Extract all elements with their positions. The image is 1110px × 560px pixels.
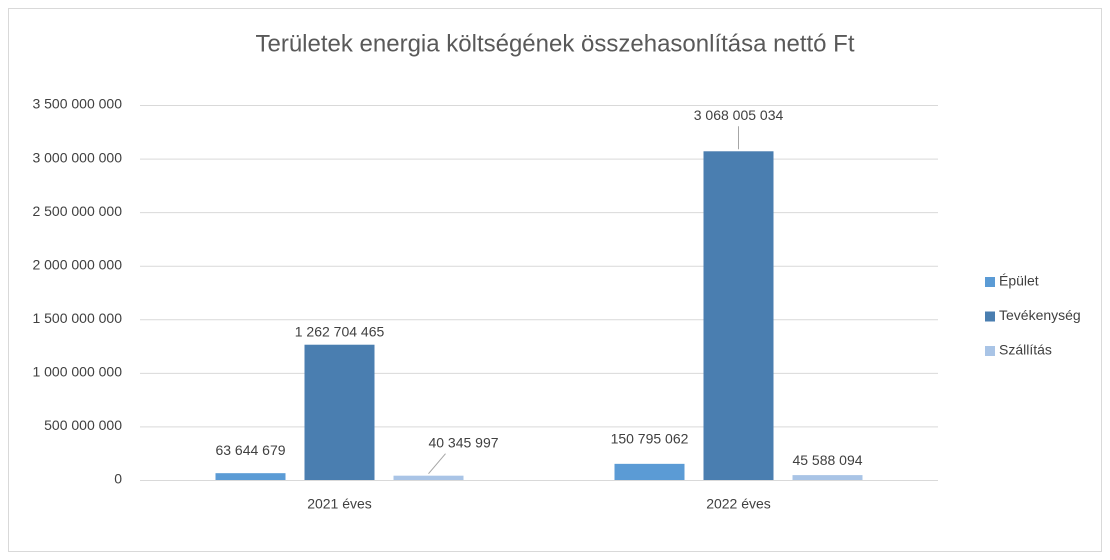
data-label: 1 262 704 465: [295, 323, 385, 339]
x-tick-label: 2022 éves: [706, 496, 771, 512]
y-tick-label: 3 500 000 000: [32, 96, 122, 112]
legend-swatch: [985, 346, 995, 356]
data-label: 40 345 997: [428, 434, 498, 450]
chart-title: Területek energia költségének összehason…: [255, 30, 854, 57]
data-label: 63 644 679: [215, 442, 285, 458]
bar: [304, 344, 375, 480]
bar: [792, 475, 863, 480]
y-tick-label: 2 500 000 000: [32, 203, 122, 219]
legend-label: Tevékenység: [999, 307, 1081, 323]
data-label: 3 068 005 034: [694, 107, 784, 123]
leader-line: [428, 453, 446, 475]
bar: [703, 151, 774, 481]
legend-swatch: [985, 277, 995, 287]
bar: [215, 473, 286, 480]
y-tick-label: 1 000 000 000: [32, 364, 122, 380]
y-tick-label: 500 000 000: [44, 417, 122, 433]
data-label: 45 588 094: [792, 452, 862, 468]
chart-frame: [8, 8, 1102, 552]
y-tick-label: 0: [114, 471, 122, 487]
legend-swatch: [985, 311, 995, 322]
y-tick-label: 2 000 000 000: [32, 256, 122, 272]
bar: [614, 463, 685, 480]
bar: [393, 475, 464, 480]
y-tick-label: 1 500 000 000: [32, 310, 122, 326]
legend-label: Épület: [999, 273, 1039, 289]
data-label: 150 795 062: [611, 431, 689, 447]
x-tick-label: 2021 éves: [307, 496, 372, 512]
y-tick-label: 3 000 000 000: [32, 149, 122, 165]
legend-label: Szállítás: [999, 342, 1052, 358]
